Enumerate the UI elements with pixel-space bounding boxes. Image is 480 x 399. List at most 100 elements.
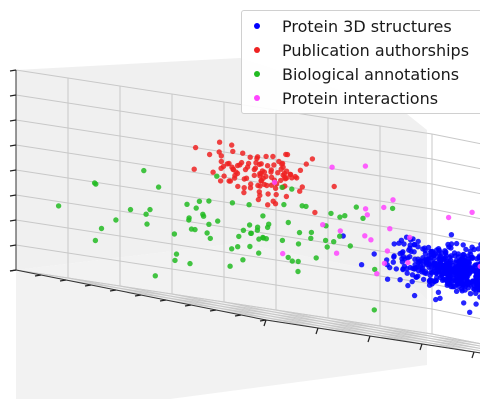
data-point <box>260 213 266 219</box>
y-tick <box>84 284 92 287</box>
data-point <box>240 227 247 233</box>
data-point <box>396 240 402 246</box>
data-point <box>196 198 203 204</box>
data-point <box>91 180 98 186</box>
data-point <box>265 191 271 197</box>
data-point <box>360 215 366 221</box>
data-point <box>279 184 285 190</box>
data-point <box>272 185 279 191</box>
y-tick <box>109 289 117 292</box>
data-point <box>289 258 295 264</box>
data-point <box>408 248 414 254</box>
data-point <box>257 183 263 189</box>
data-point <box>296 229 303 236</box>
data-point <box>144 221 150 227</box>
data-point <box>467 309 473 315</box>
y-tick <box>234 314 242 317</box>
legend-entry-protein-3d-structures[interactable]: Protein 3D structures <box>254 14 452 38</box>
legend-entry-biological-annotations[interactable]: Biological annotations <box>254 62 459 86</box>
data-point <box>92 237 99 244</box>
legend-marker <box>254 47 260 53</box>
data-point <box>235 183 241 190</box>
data-point <box>467 269 473 276</box>
data-point <box>342 213 348 219</box>
data-point <box>421 270 428 276</box>
data-point <box>333 250 340 256</box>
data-point <box>233 169 239 175</box>
data-point <box>331 183 337 190</box>
data-point <box>445 214 452 221</box>
data-point <box>247 243 253 250</box>
series-2 <box>55 167 396 313</box>
data-point <box>415 244 421 250</box>
data-point <box>389 205 396 212</box>
data-point <box>390 197 396 203</box>
data-point <box>295 241 302 247</box>
data-point <box>337 228 343 234</box>
z-tick <box>9 144 17 147</box>
legend-marker <box>254 71 260 77</box>
data-point <box>407 234 413 241</box>
data-point <box>428 269 434 275</box>
grid-line <box>15 69 433 135</box>
legend-entry-protein-interactions[interactable]: Protein interactions <box>254 86 438 110</box>
data-point <box>364 212 370 218</box>
data-point <box>256 236 262 242</box>
data-point <box>399 250 405 256</box>
data-point <box>448 232 455 238</box>
data-point <box>371 251 377 257</box>
data-point <box>337 233 343 239</box>
data-point <box>337 214 343 220</box>
legend-entry-publication-authorships[interactable]: Publication authorships <box>254 38 469 62</box>
data-point <box>443 249 449 255</box>
data-point <box>191 166 197 172</box>
z-tick <box>9 119 17 122</box>
legend-marker <box>254 23 260 29</box>
grid-line <box>15 119 433 185</box>
data-point <box>226 178 232 184</box>
data-point <box>471 286 477 292</box>
data-point <box>463 246 469 253</box>
data-point <box>141 167 147 174</box>
data-point <box>431 260 437 266</box>
data-point <box>324 244 330 250</box>
data-point <box>192 226 198 233</box>
data-point <box>413 264 419 271</box>
series-0 <box>340 232 480 315</box>
data-point <box>391 253 397 259</box>
grid-line <box>15 194 433 260</box>
data-point <box>236 233 242 240</box>
data-point <box>260 235 267 241</box>
data-point <box>435 289 442 295</box>
data-point <box>187 260 193 267</box>
data-point <box>264 163 271 169</box>
data-point <box>280 250 286 257</box>
data-point <box>278 177 284 184</box>
data-point <box>247 185 254 191</box>
data-point <box>240 257 246 263</box>
data-point <box>384 276 391 282</box>
data-point <box>229 142 235 148</box>
data-point <box>437 295 443 301</box>
data-point <box>221 173 227 179</box>
data-point <box>200 213 207 219</box>
data-point <box>241 189 247 196</box>
data-point <box>285 219 291 226</box>
data-point <box>238 159 245 166</box>
floor-pane <box>16 243 427 399</box>
data-point <box>476 254 480 261</box>
data-point <box>299 184 305 190</box>
data-point <box>401 241 407 247</box>
data-point <box>206 221 212 227</box>
x-tick <box>419 343 423 351</box>
data-point <box>313 255 319 261</box>
data-point <box>469 244 475 250</box>
y-tick <box>34 274 42 277</box>
data-point <box>372 266 378 273</box>
data-point <box>387 226 393 232</box>
data-point <box>384 248 391 254</box>
data-point <box>415 238 421 245</box>
data-point <box>224 161 231 167</box>
data-point <box>460 282 466 288</box>
